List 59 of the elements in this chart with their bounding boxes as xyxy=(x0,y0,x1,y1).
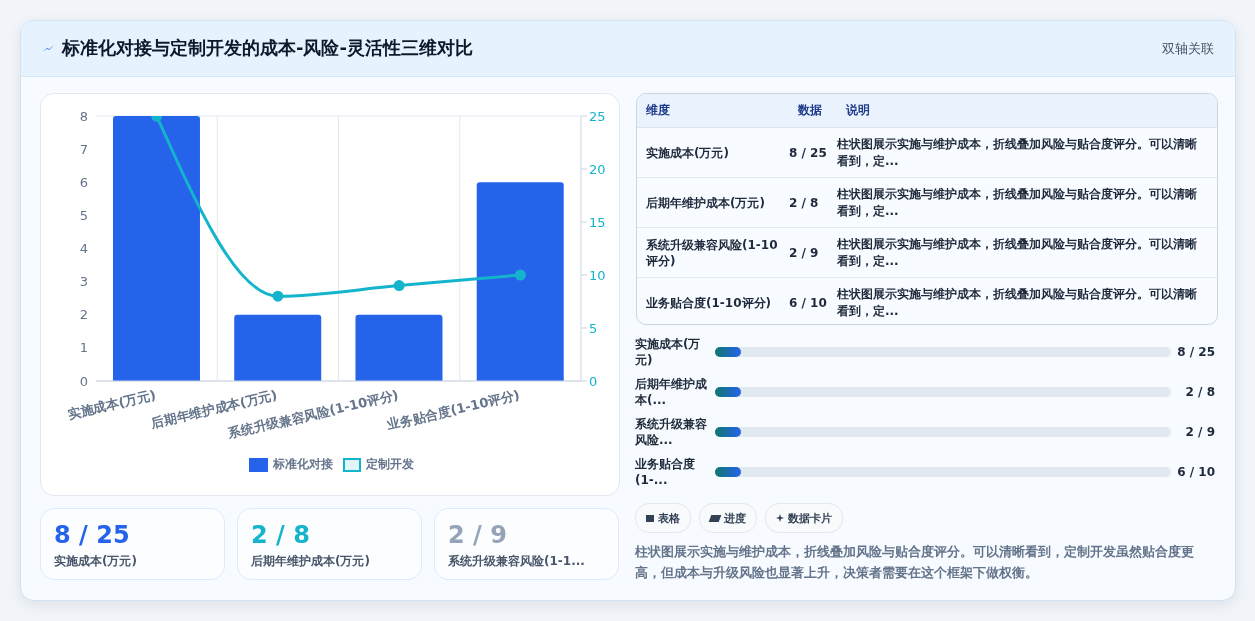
text: 后期年维护成本(万元) xyxy=(251,553,371,570)
y-tick-label: 5 xyxy=(79,207,88,223)
y-tick-label: 3 xyxy=(79,274,88,290)
y-tick-label: 8 xyxy=(79,108,88,124)
text: 6 / 10 xyxy=(1177,465,1215,479)
bar xyxy=(476,182,564,381)
text: 进度 xyxy=(724,510,746,526)
text: 双轴关联 xyxy=(1161,40,1214,58)
y-tick-label: 6 xyxy=(79,174,88,190)
text: 柱状图展示实施与维护成本，折线叠加风险与贴合度评分。可以清晰看到，定... xyxy=(837,135,1198,170)
y2-tick-label: 15 xyxy=(589,214,606,230)
category-label: 实施成本(万元) xyxy=(645,144,730,161)
legend-label: 标准化对接 xyxy=(272,456,333,473)
y2-tick-label: 25 xyxy=(589,108,606,124)
y-tick-label: 4 xyxy=(79,241,88,257)
text: 数据 xyxy=(798,102,823,119)
text: 说明 xyxy=(846,102,870,119)
text: 8 / 25 xyxy=(1177,345,1215,359)
text: 2 / 9 xyxy=(448,521,507,549)
text: 维度 xyxy=(645,102,671,119)
category-label: 系统升级兼容风险(1-10评分) xyxy=(644,236,779,269)
y2-tick-label: 5 xyxy=(589,320,598,336)
point xyxy=(393,280,405,292)
text: 系统升级兼容风险(1-1... xyxy=(448,553,586,570)
text: 2 / 9 xyxy=(789,245,819,260)
y-tick-label: 0 xyxy=(79,373,88,389)
point xyxy=(514,269,526,281)
text: 实施成本(万元) xyxy=(54,553,138,570)
chart-title: 标准化对接与定制开发的成本-风险-灵活性三维对比 xyxy=(62,36,473,60)
text: 6 / 10 xyxy=(789,295,827,310)
y-tick-label: 1 xyxy=(79,340,88,356)
text: 后期年维护成本(... xyxy=(635,376,708,408)
bar xyxy=(355,314,443,381)
y-tick-label: 7 xyxy=(79,141,88,157)
point xyxy=(272,290,284,302)
text: 实施成本(万元) xyxy=(635,336,702,368)
text: 2 / 8 xyxy=(251,521,310,549)
y2-tick-label: 20 xyxy=(589,161,606,177)
text: 2 / 8 xyxy=(1185,385,1215,399)
text: 柱状图展示实施与维护成本，折线叠加风险与贴合度评分。可以清晰看到，定... xyxy=(837,285,1198,320)
text: 表格 xyxy=(658,510,680,526)
text: 8 / 25 xyxy=(54,521,130,549)
text: 柱状图展示实施与维护成本，折线叠加风险与贴合度评分。可以清晰看到，定... xyxy=(837,235,1198,270)
category-label: 后期年维护成本(万元) xyxy=(645,194,766,211)
legend-label: 定制开发 xyxy=(365,456,414,473)
y2-tick-label: 0 xyxy=(589,373,598,389)
text: 2 / 8 xyxy=(789,195,819,210)
text: 数据卡片 xyxy=(788,510,832,526)
text: 柱状图展示实施与维护成本，折线叠加风险与贴合度评分。可以清晰看到，定制开发虽然贴合度更高，但成本与升级风险也显著上升，决策者需要在这个框架下做权衡。 xyxy=(635,543,1195,582)
text: 系统升级兼容风险... xyxy=(635,416,708,448)
text: 业务贴合度(1-... xyxy=(635,456,696,488)
text: 柱状图展示实施与维护成本，折线叠加风险与贴合度评分。可以清晰看到，定... xyxy=(837,185,1198,220)
text: 2 / 9 xyxy=(1185,425,1215,439)
text: 8 / 25 xyxy=(789,145,827,160)
category-label: 业务贴合度(1-10评分) xyxy=(645,294,772,311)
y2-tick-label: 10 xyxy=(589,267,606,283)
y-tick-label: 2 xyxy=(79,307,88,323)
bar xyxy=(234,314,322,381)
bar xyxy=(112,116,200,381)
